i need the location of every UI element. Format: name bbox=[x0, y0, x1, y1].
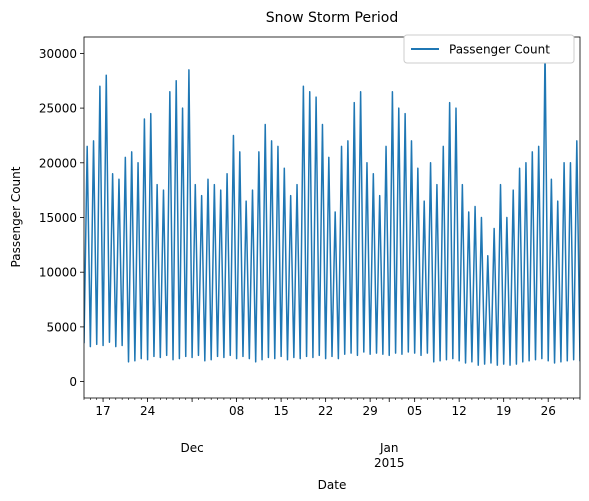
y-axis-label: Passenger Count bbox=[9, 166, 23, 267]
x-axis-label: Date bbox=[318, 478, 347, 492]
y-tick-label: 0 bbox=[69, 375, 77, 389]
x-tick-label: 22 bbox=[318, 404, 333, 418]
series-line-passenger-count bbox=[84, 47, 580, 366]
y-tick-label: 15000 bbox=[39, 211, 77, 225]
y-axis: 0 5000 10000 15000 20000 25000 30000 bbox=[39, 47, 84, 389]
x-tick-label: 08 bbox=[229, 404, 244, 418]
x-tick-label: 05 bbox=[407, 404, 422, 418]
x-tick-label: 26 bbox=[541, 404, 556, 418]
legend-label: Passenger Count bbox=[449, 43, 550, 57]
y-tick-label: 20000 bbox=[39, 156, 77, 170]
x-tick-label: 24 bbox=[140, 404, 155, 418]
x-year-label: 2015 bbox=[374, 456, 405, 470]
x-tick-label: 15 bbox=[273, 404, 288, 418]
x-tick-label: 12 bbox=[452, 404, 467, 418]
legend: Passenger Count bbox=[403, 34, 575, 64]
y-tick-label: 30000 bbox=[39, 47, 77, 61]
x-month-label: Jan bbox=[379, 441, 399, 455]
y-tick-label: 25000 bbox=[39, 102, 77, 116]
chart-title: Snow Storm Period bbox=[266, 10, 398, 26]
x-tick-label: 19 bbox=[496, 404, 511, 418]
y-tick-label: 5000 bbox=[46, 320, 77, 334]
plot-frame bbox=[83, 36, 581, 399]
x-month-label: Dec bbox=[180, 441, 203, 455]
legend-box bbox=[403, 34, 575, 64]
y-tick-label: 10000 bbox=[39, 266, 77, 280]
x-tick-label: 17 bbox=[95, 404, 110, 418]
x-tick-label: 29 bbox=[363, 404, 378, 418]
